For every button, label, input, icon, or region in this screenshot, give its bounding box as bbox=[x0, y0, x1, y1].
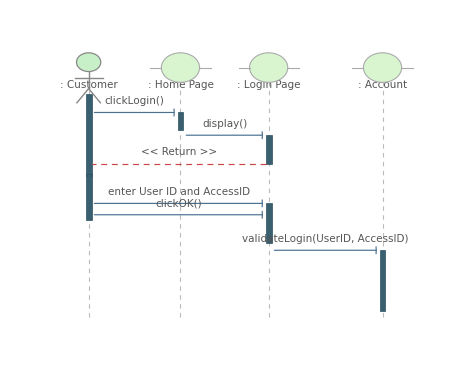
Circle shape bbox=[364, 53, 401, 82]
Text: : Customer: : Customer bbox=[60, 80, 118, 90]
Bar bbox=[178, 113, 183, 130]
Text: display(): display() bbox=[202, 119, 247, 129]
Circle shape bbox=[249, 53, 288, 82]
Text: enter User ID and AccessID: enter User ID and AccessID bbox=[108, 187, 250, 197]
Bar bbox=[266, 203, 272, 243]
Bar bbox=[86, 173, 91, 220]
Text: : Account: : Account bbox=[358, 80, 407, 90]
Text: << Return >>: << Return >> bbox=[141, 147, 217, 157]
Text: : Login Page: : Login Page bbox=[237, 80, 301, 90]
Text: : Home Page: : Home Page bbox=[147, 80, 213, 90]
Bar bbox=[266, 135, 272, 163]
Text: validateLogin(UserID, AccessID): validateLogin(UserID, AccessID) bbox=[242, 234, 409, 244]
Text: clickLogin(): clickLogin() bbox=[105, 96, 164, 106]
Bar bbox=[380, 250, 385, 311]
Circle shape bbox=[76, 53, 101, 72]
Circle shape bbox=[161, 53, 200, 82]
Bar bbox=[86, 94, 91, 176]
Text: clickOK(): clickOK() bbox=[155, 199, 202, 208]
